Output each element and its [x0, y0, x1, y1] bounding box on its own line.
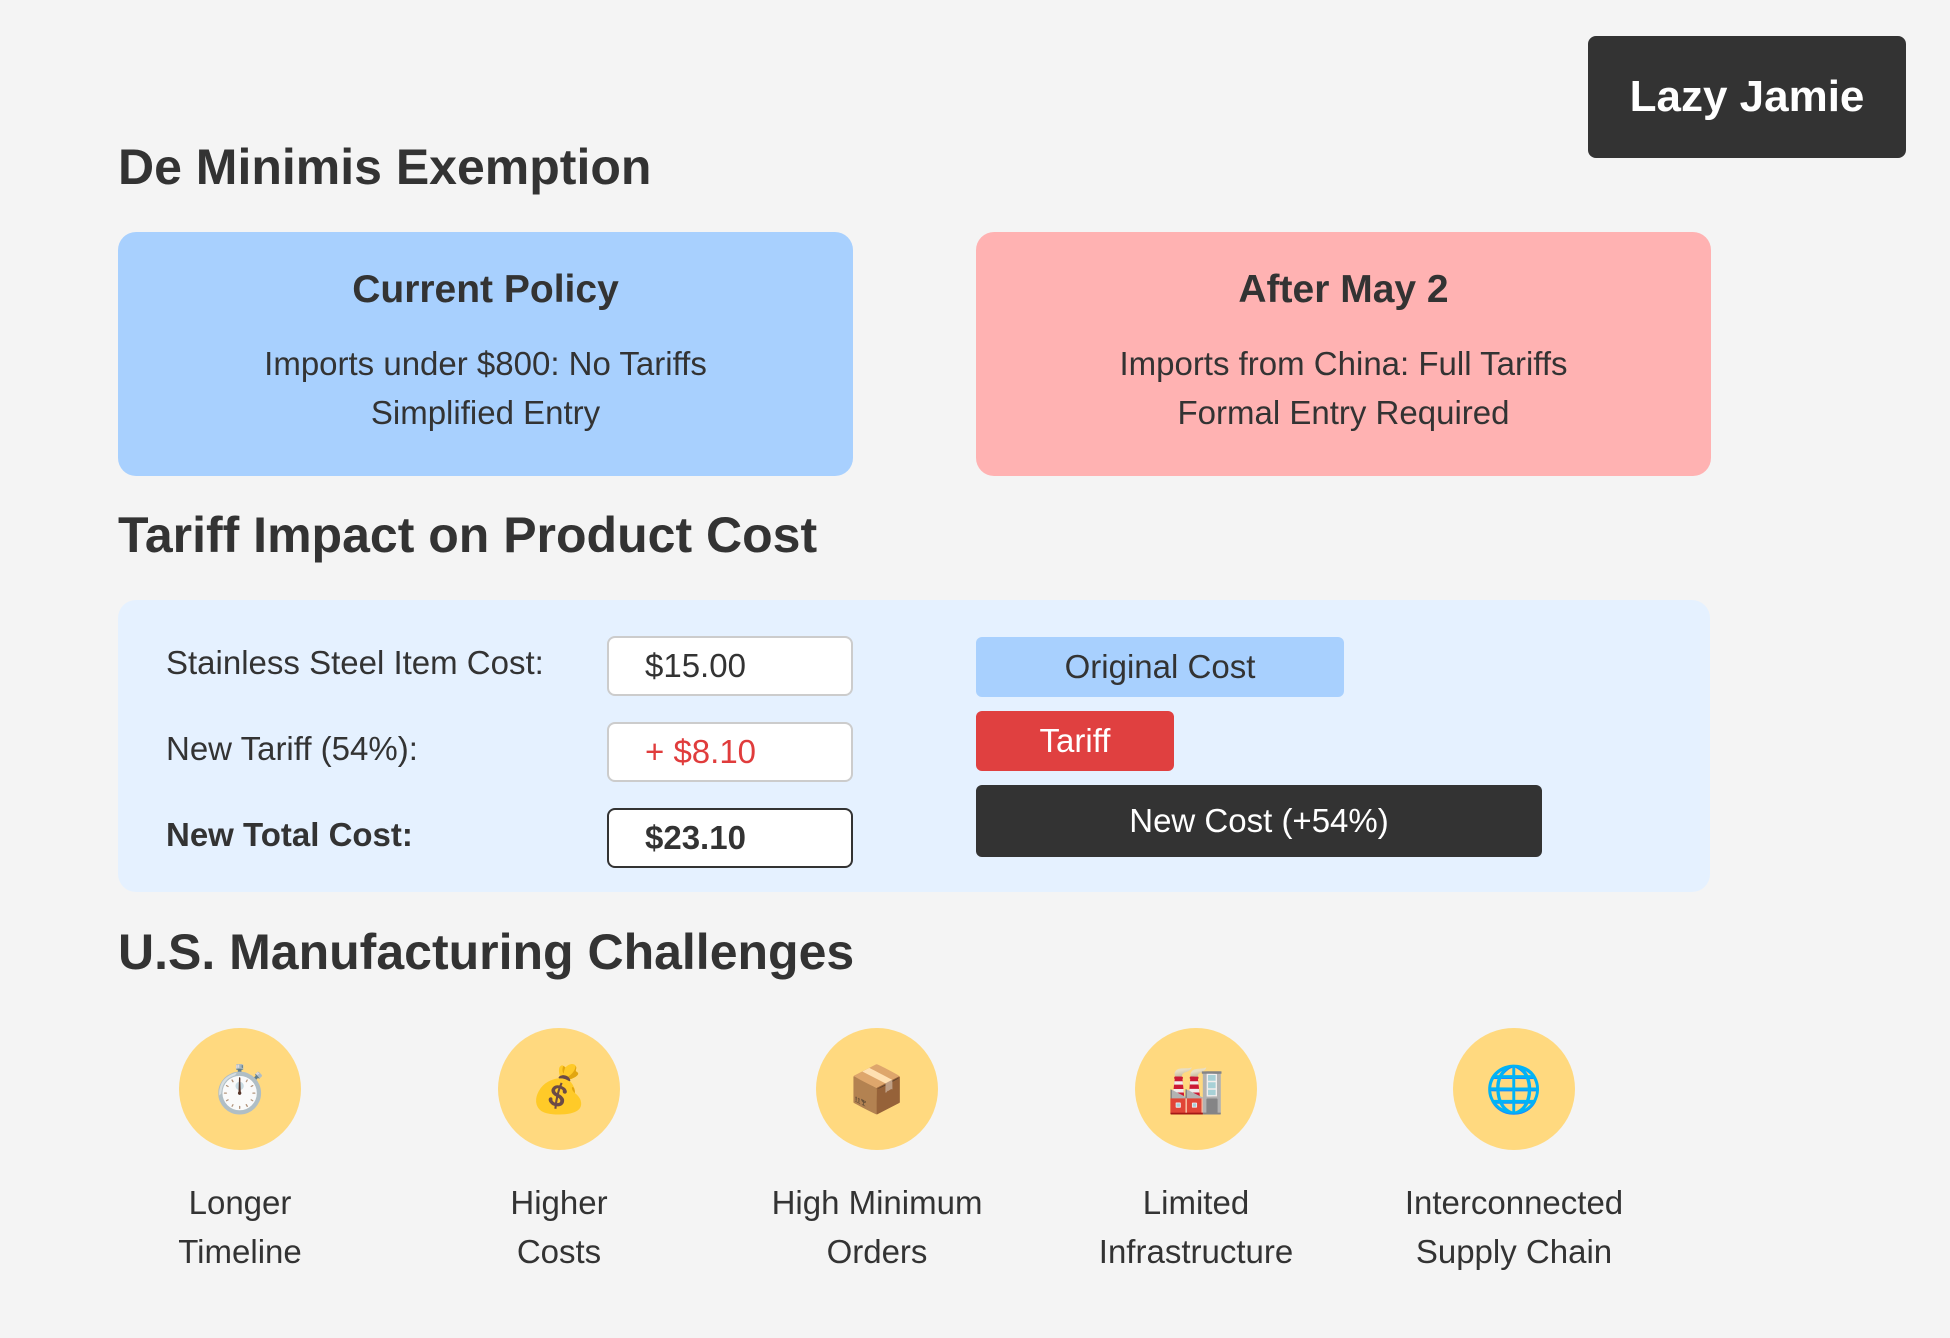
challenge-label-line-2: Timeline [178, 1233, 302, 1270]
challenges-title: U.S. Manufacturing Challenges [118, 924, 855, 980]
after-may-card: After May 2 Imports from China: Full Tar… [976, 232, 1711, 476]
current-policy-card: Current Policy Imports under $800: No Ta… [118, 232, 853, 476]
total-cost-value: $23.10 [607, 808, 853, 868]
current-policy-line-2: Simplified Entry [370, 394, 601, 431]
challenge-limited-infrastructure: 🏭 Limited Infrastructure [1066, 1028, 1326, 1276]
item-cost-value: $15.00 [607, 636, 853, 696]
challenge-label-line-2: Costs [516, 1233, 602, 1270]
item-cost-label: Stainless Steel Item Cost: [166, 644, 544, 681]
brand-badge: Lazy Jamie [1588, 36, 1906, 158]
after-may-line-1: Imports from China: Full Tariffs [1119, 345, 1568, 382]
de-minimis-title: De Minimis Exemption [118, 139, 652, 195]
challenge-label-line-1: High Minimum [771, 1184, 983, 1221]
globe-icon: 🌐 [1453, 1028, 1575, 1150]
challenge-label-line-2: Orders [826, 1233, 928, 1270]
tariff-bar: Tariff [976, 711, 1174, 771]
challenge-high-minimum-orders: 📦 High Minimum Orders [747, 1028, 1007, 1276]
current-policy-heading: Current Policy [352, 268, 619, 311]
tariff-label: New Tariff (54%): [166, 730, 418, 767]
original-cost-bar: Original Cost [976, 637, 1344, 697]
challenge-label-line-1: Interconnected [1404, 1184, 1624, 1221]
challenge-label-line-1: Longer [188, 1184, 292, 1221]
tariff-impact-title: Tariff Impact on Product Cost [118, 507, 818, 563]
tariff-value: + $8.10 [607, 722, 853, 782]
challenge-longer-timeline: ⏱️ Longer Timeline [110, 1028, 370, 1276]
after-may-heading: After May 2 [1238, 268, 1449, 311]
challenge-label-line-1: Higher [510, 1184, 608, 1221]
package-icon: 📦 [816, 1028, 938, 1150]
factory-icon: 🏭 [1135, 1028, 1257, 1150]
total-cost-label: New Total Cost: [166, 816, 413, 853]
tariff-impact-panel: Stainless Steel Item Cost: $15.00 New Ta… [118, 600, 1710, 892]
new-cost-bar: New Cost (+54%) [976, 785, 1542, 857]
stopwatch-icon: ⏱️ [179, 1028, 301, 1150]
money-bag-icon: 💰 [498, 1028, 620, 1150]
challenge-label-line-2: Supply Chain [1415, 1233, 1613, 1270]
challenge-label-line-1: Limited [1142, 1184, 1250, 1221]
challenge-higher-costs: 💰 Higher Costs [429, 1028, 689, 1276]
challenge-label-line-2: Infrastructure [1098, 1233, 1294, 1270]
challenge-interconnected-supply-chain: 🌐 Interconnected Supply Chain [1384, 1028, 1644, 1276]
current-policy-line-1: Imports under $800: No Tariffs [264, 345, 707, 382]
after-may-line-2: Formal Entry Required [1177, 394, 1510, 431]
